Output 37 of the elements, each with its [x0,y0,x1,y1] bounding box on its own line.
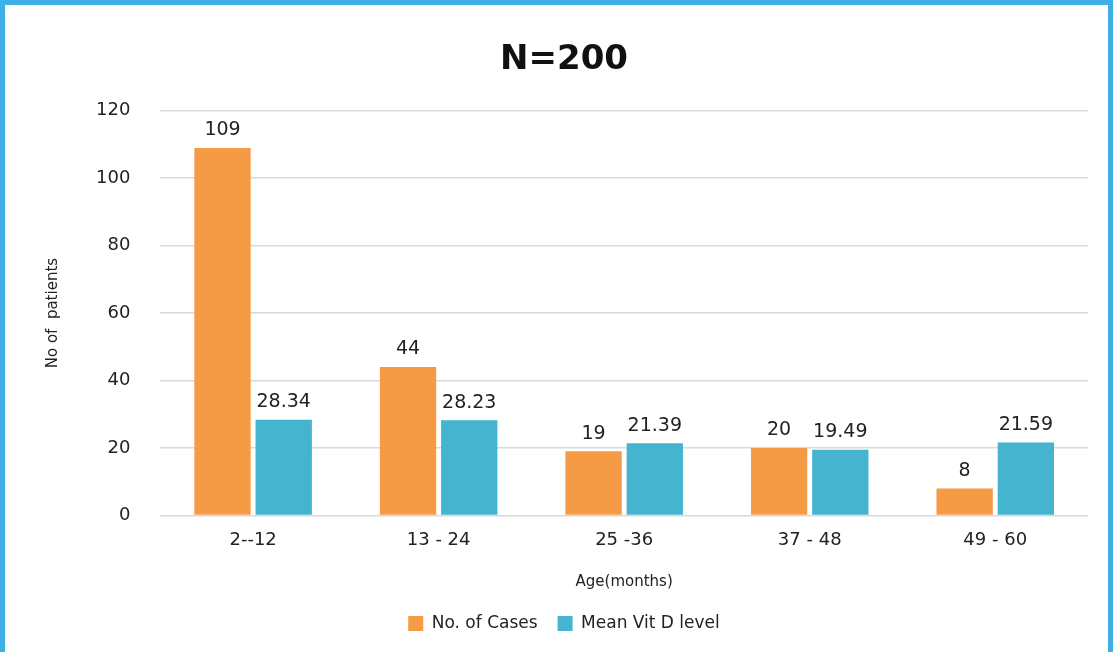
y-tick-label: 60 [107,300,131,322]
bar [626,443,683,515]
bar [812,449,869,515]
bar [936,488,993,515]
data-label: 28.34 [256,389,311,412]
bar [750,447,808,515]
chart-title: N=200 [500,37,628,78]
x-tick-label: 49 - 60 [963,527,1028,549]
y-tick-label: 100 [96,165,131,187]
y-tick-label: 20 [107,435,131,457]
x-tick-label: 2--12 [229,527,277,549]
y-tick-label: 80 [107,233,131,255]
y-tick-label: 120 [96,98,131,120]
y-tick-label: 40 [107,368,131,390]
data-label: 28.23 [442,389,497,412]
y-tick-label: 0 [118,503,131,525]
data-label: 21.39 [627,412,682,435]
legend-label: No. of Cases [431,611,538,632]
x-axis-title: Age(months) [575,571,673,590]
data-label: 21.59 [998,412,1054,435]
legend-label: Mean Vit D level [581,611,720,632]
bar [379,367,437,515]
x-tick-label: 13 - 24 [406,527,471,549]
x-tick-label: 37 - 48 [777,527,842,549]
data-label: 109 [204,117,241,140]
bar [255,419,312,515]
x-tick-label: 25 -36 [595,527,654,549]
y-axis-title: No of patients [42,257,61,369]
data-label: 8 [958,457,971,480]
bar [441,420,498,515]
data-label: 19.49 [813,419,868,442]
data-label: 20 [767,417,792,440]
bar [997,442,1055,515]
data-label: 19 [581,420,606,443]
bar [565,451,622,515]
data-label: 44 [395,336,421,359]
bar [194,147,251,515]
